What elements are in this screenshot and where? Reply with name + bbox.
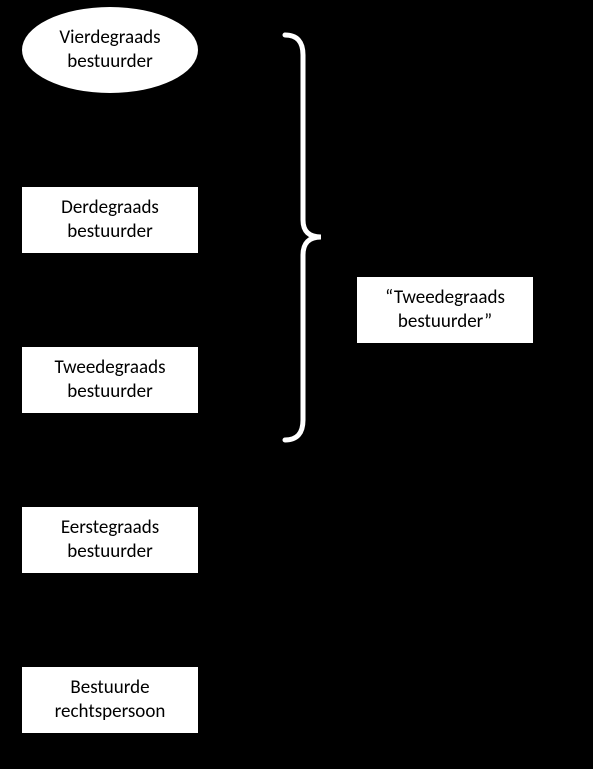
text-line: rechtspersoon — [55, 700, 166, 723]
arrow-1 — [103, 95, 117, 185]
text-line: bestuurder — [67, 380, 152, 403]
label-tweedegraads-bestuurder: “Tweedegraads bestuurder” — [355, 275, 535, 345]
node-label: Derdegraads bestuurder — [61, 196, 159, 244]
text-line: bestuurder — [67, 540, 152, 563]
text-line: bestuurder — [67, 220, 152, 243]
node-tweedegraads: Tweedegraads bestuurder — [20, 345, 200, 415]
text-line: Tweedegraads — [54, 356, 165, 379]
node-label: Eerstegraads bestuurder — [61, 516, 159, 564]
arrow-2 — [103, 255, 117, 345]
text-line: bestuurder” — [398, 310, 492, 333]
node-vierdegraads: Vierdegraads bestuurder — [20, 5, 200, 95]
node-bestuurde: Bestuurde rechtspersoon — [20, 665, 200, 735]
text-line: Eerstegraads — [61, 516, 159, 539]
node-derdegraads: Derdegraads bestuurder — [20, 185, 200, 255]
text-line: bestuurder — [67, 50, 152, 73]
arrow-4 — [103, 575, 117, 665]
node-label: Bestuurde rechtspersoon — [55, 676, 166, 724]
node-label: Vierdegraads bestuurder — [59, 26, 160, 74]
text-line: Bestuurde — [70, 676, 149, 699]
node-label: Tweedegraads bestuurder — [54, 356, 165, 404]
arrow-3 — [103, 415, 117, 505]
label-text: “Tweedegraads bestuurder” — [385, 286, 505, 334]
brace-icon — [275, 30, 330, 445]
node-eerstegraads: Eerstegraads bestuurder — [20, 505, 200, 575]
text-line: “Tweedegraads — [385, 286, 505, 309]
text-line: Vierdegraads — [59, 26, 160, 49]
text-line: Derdegraads — [61, 196, 159, 219]
